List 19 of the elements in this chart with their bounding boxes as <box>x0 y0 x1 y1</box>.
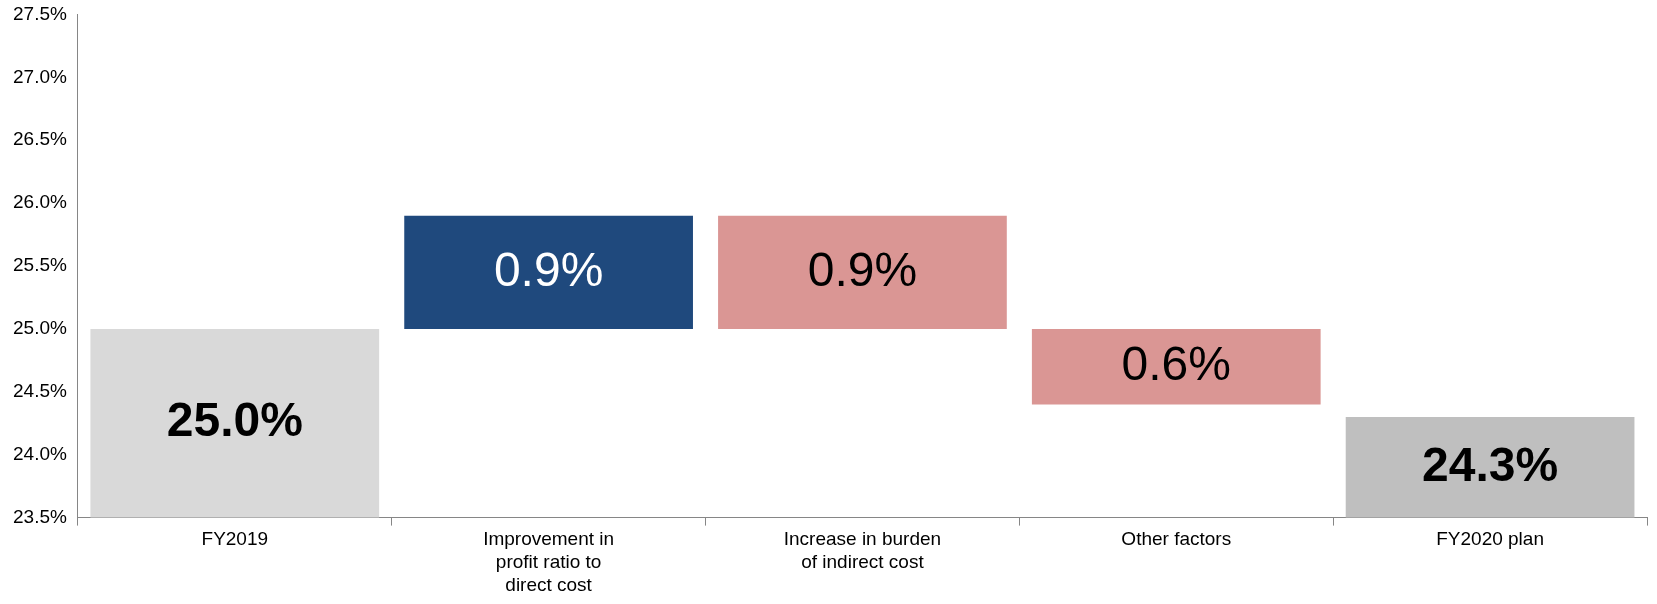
x-tick-label: FY2020 plan <box>1436 528 1544 550</box>
data-label: 0.9% <box>807 242 918 296</box>
y-tick-label: 27.0% <box>13 65 67 87</box>
data-label: 24.3% <box>1422 437 1559 491</box>
x-tick-label: FY2019 <box>201 528 269 550</box>
data-label: 0.6% <box>1121 336 1231 390</box>
y-tick-label: 24.0% <box>13 442 67 464</box>
y-tick-label: 26.5% <box>13 128 67 150</box>
y-tick-label: 25.0% <box>13 317 67 339</box>
y-tick-label: 27.5% <box>13 2 67 24</box>
y-tick-label: 25.5% <box>13 254 67 276</box>
data-label: 25.0% <box>166 393 303 447</box>
y-tick-label: 24.5% <box>13 380 67 402</box>
data-label: 0.9% <box>493 242 604 296</box>
x-tick-label: Improvement in profit ratio to direct cost <box>483 528 615 595</box>
x-tick-label: Increase in burden of indirect cost <box>783 528 942 573</box>
y-tick-label: 23.5% <box>13 505 67 527</box>
y-tick-label: 26.0% <box>13 191 67 213</box>
x-tick-label: Other factors <box>1121 528 1232 550</box>
